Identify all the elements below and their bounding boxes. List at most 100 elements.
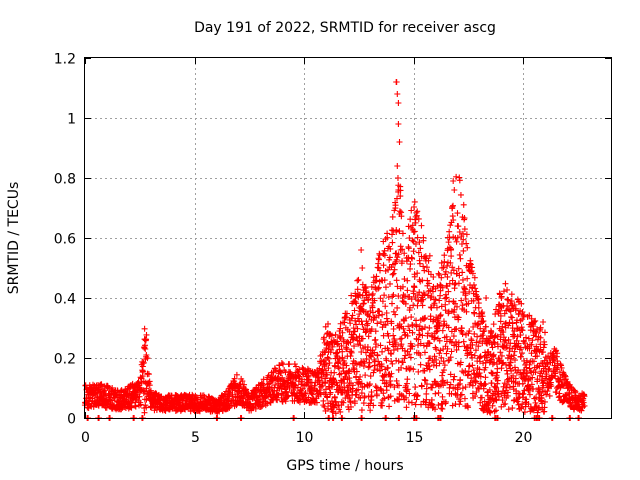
data-point: [372, 336, 379, 343]
data-point: [425, 339, 432, 346]
data-point: [508, 367, 515, 374]
data-point: [426, 340, 433, 347]
data-point: [365, 364, 372, 371]
data-point: [388, 350, 395, 357]
data-point: [348, 349, 355, 356]
data-point: [505, 297, 512, 304]
data-point: [387, 381, 394, 388]
data-point: [474, 295, 481, 302]
data-point: [454, 210, 461, 217]
data-point: [412, 401, 419, 408]
data-point: [558, 364, 565, 371]
data-point: [530, 385, 537, 392]
data-point: [463, 231, 470, 238]
data-point: [349, 382, 356, 389]
data-point: [460, 201, 467, 208]
data-point: [513, 369, 520, 376]
data-point: [492, 407, 499, 414]
data-point: [488, 328, 495, 335]
data-point: [511, 332, 518, 339]
data-point: [504, 392, 511, 399]
data-point: [452, 300, 459, 307]
data-point: [389, 213, 396, 220]
data-point: [358, 247, 365, 253]
data-point: [390, 270, 397, 277]
data-point: [469, 264, 476, 271]
data-point: [540, 344, 547, 351]
data-point: [383, 357, 390, 364]
data-point: [500, 288, 507, 295]
data-point: [383, 387, 390, 394]
data-point: [432, 406, 439, 413]
data-point: [544, 360, 551, 367]
data-point: [465, 368, 472, 375]
data-point: [332, 398, 339, 405]
data-point: [455, 339, 462, 346]
data-point: [414, 234, 421, 241]
data-point: [274, 397, 281, 404]
data-point: [433, 356, 440, 363]
data-point: [233, 371, 240, 378]
data-point: [357, 291, 364, 298]
data-point: [443, 350, 450, 357]
data-point: [482, 323, 489, 330]
data-point: [398, 364, 405, 371]
data-point: [301, 390, 308, 397]
data-point: [319, 382, 326, 389]
data-point: [536, 389, 543, 396]
data-point: [362, 372, 369, 379]
data-point: [512, 375, 519, 382]
data-point: [580, 399, 587, 406]
data-point: [353, 334, 360, 341]
data-point: [377, 342, 384, 349]
data-point: [428, 293, 435, 300]
data-point: [347, 320, 354, 327]
data-point: [450, 178, 457, 184]
data-point: [141, 325, 148, 332]
data-point: [387, 373, 394, 380]
data-point: [349, 312, 356, 319]
data-point: [416, 289, 423, 296]
data-point: [532, 399, 539, 406]
data-point: [332, 410, 339, 417]
data-point: [411, 198, 418, 205]
data-point: [387, 245, 394, 252]
data-point: [396, 139, 403, 145]
data-point: [331, 393, 338, 400]
data-point: [552, 370, 559, 377]
data-point: [477, 373, 484, 380]
data-point: [439, 405, 446, 412]
data-point: [450, 267, 457, 274]
data-point: [482, 381, 489, 388]
data-point: [373, 391, 380, 398]
data-point: [404, 386, 411, 393]
data-point: [423, 381, 430, 388]
data-point: [511, 301, 518, 308]
data-point: [514, 326, 521, 333]
data-point: [480, 385, 487, 392]
data-point: [395, 251, 402, 258]
data-point: [395, 187, 402, 193]
data-point: [390, 291, 397, 298]
data-point: [462, 384, 469, 391]
data-point: [462, 295, 469, 302]
data-point: [427, 313, 434, 320]
data-point: [286, 385, 293, 392]
data-point: [396, 396, 403, 403]
data-point: [384, 364, 391, 371]
data-point: [109, 384, 116, 391]
data-point: [278, 360, 285, 367]
data-point: [414, 302, 421, 309]
data-point: [364, 320, 371, 327]
data-point: [489, 370, 496, 377]
data-point: [332, 331, 339, 338]
data-point: [447, 371, 454, 378]
data-point: [518, 300, 525, 307]
data-point: [373, 384, 380, 391]
data-point: [475, 343, 482, 350]
data-point: [457, 392, 464, 399]
data-point: [465, 371, 472, 378]
data-point: [392, 311, 399, 318]
data-point: [321, 403, 328, 410]
